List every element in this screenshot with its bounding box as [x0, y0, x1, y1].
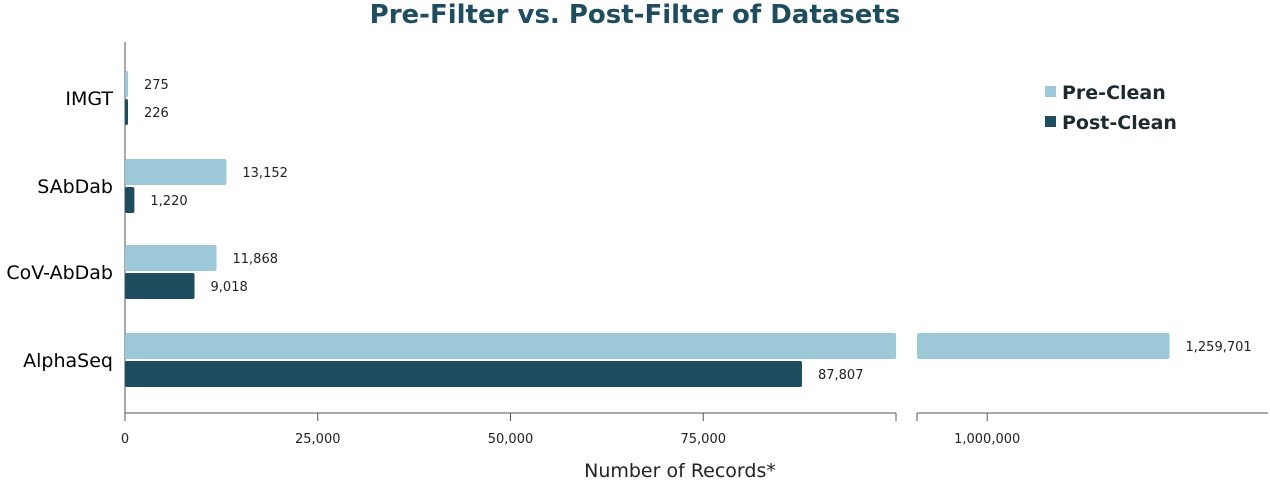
legend-swatch [1045, 86, 1056, 97]
axes: 0 25,000 50,000 75,000 1,000,000 Number of Re… [121, 42, 1268, 480]
x-tick-label: 0 [121, 432, 129, 447]
bar-post-clean [125, 361, 802, 387]
bar-post-clean [125, 187, 135, 213]
bar-post-clean [125, 99, 128, 125]
legend-label: Post-Clean [1062, 112, 1177, 134]
x-tick-label: 25,000 [295, 432, 341, 447]
data-label: 13,152 [242, 166, 288, 181]
x-axis-title: Number of Records* [584, 460, 776, 480]
x-tick-label: 1,000,000 [954, 432, 1020, 447]
data-label: 87,807 [818, 368, 864, 383]
data-label: 275 [144, 78, 169, 93]
x-tick-label: 50,000 [488, 432, 534, 447]
bar-pre-clean [125, 245, 217, 271]
category-label: CoV-AbDab [6, 262, 113, 284]
bar-post-clean [125, 273, 195, 299]
bars [125, 71, 1170, 387]
data-label: 226 [144, 106, 169, 121]
category-label: AlphaSeq [23, 350, 113, 372]
bar-pre-clean-upper [917, 333, 1170, 359]
chart-title: Pre-Filter vs. Post-Filter of Datasets [369, 0, 901, 30]
category-label: SAbDab [37, 176, 113, 198]
data-label: 1,259,701 [1186, 340, 1252, 355]
category-label: IMGT [65, 88, 113, 110]
bar-pre-clean [125, 159, 227, 185]
legend: Pre-Clean Post-Clean [1045, 82, 1177, 134]
legend-swatch [1045, 116, 1056, 127]
legend-label: Pre-Clean [1062, 82, 1166, 104]
x-tick-label: 75,000 [681, 432, 727, 447]
bar-pre-clean [125, 71, 128, 97]
data-label: 1,220 [150, 194, 187, 209]
data-label: 11,868 [233, 252, 278, 267]
labels: IMGT SAbDab CoV-AbDab AlphaSeq 275 13,152 11,8… [6, 78, 1251, 383]
bar-pre-clean [125, 333, 896, 359]
data-label: 9,018 [211, 280, 248, 295]
